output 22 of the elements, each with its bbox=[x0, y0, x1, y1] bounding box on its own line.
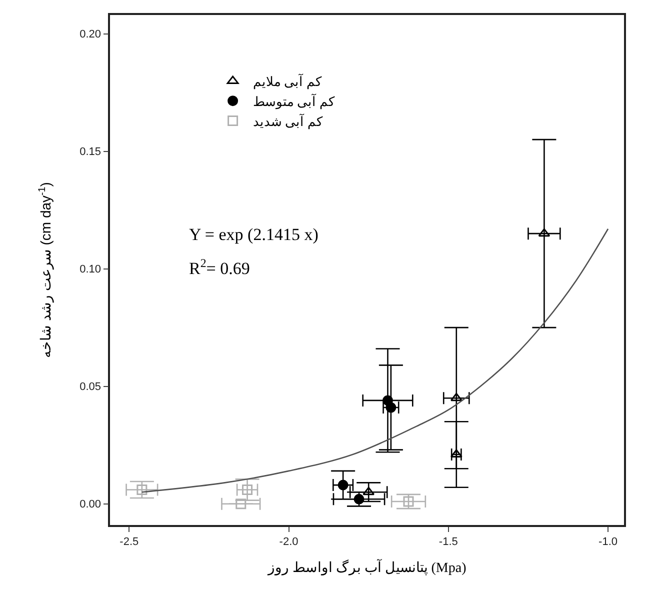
y-tick-label: 0.15 bbox=[80, 146, 102, 158]
annotation: Y = exp (2.1415 x) bbox=[189, 225, 318, 244]
point bbox=[236, 498, 246, 510]
x-tick-label: -2.0 bbox=[279, 536, 298, 548]
x-axis-title: پتانسیل آب برگ اواسط روز (Mpa) bbox=[266, 558, 467, 576]
point bbox=[450, 392, 462, 402]
point bbox=[403, 496, 414, 507]
legend-label: کم آبی متوسط bbox=[252, 92, 336, 110]
y-tick-label: 0.20 bbox=[80, 28, 102, 41]
y-tick-label: 0.05 bbox=[80, 381, 102, 394]
y-tick-label: 0.10 bbox=[80, 264, 102, 276]
legend-label: کم آبی ملایم bbox=[252, 73, 322, 90]
x-tick-label: -1.0 bbox=[598, 536, 618, 548]
annotation: R$^{2}$= 0.69 bbox=[189, 256, 250, 278]
point bbox=[362, 486, 375, 496]
y-tick-label: 0.00 bbox=[80, 498, 102, 511]
point bbox=[242, 484, 253, 495]
x-tick-label: -1.5 bbox=[438, 536, 458, 548]
legend-label: کم آبی شدید bbox=[252, 112, 324, 130]
point bbox=[538, 228, 550, 237]
point bbox=[136, 484, 148, 495]
x-tick-label: -2.5 bbox=[120, 536, 139, 548]
